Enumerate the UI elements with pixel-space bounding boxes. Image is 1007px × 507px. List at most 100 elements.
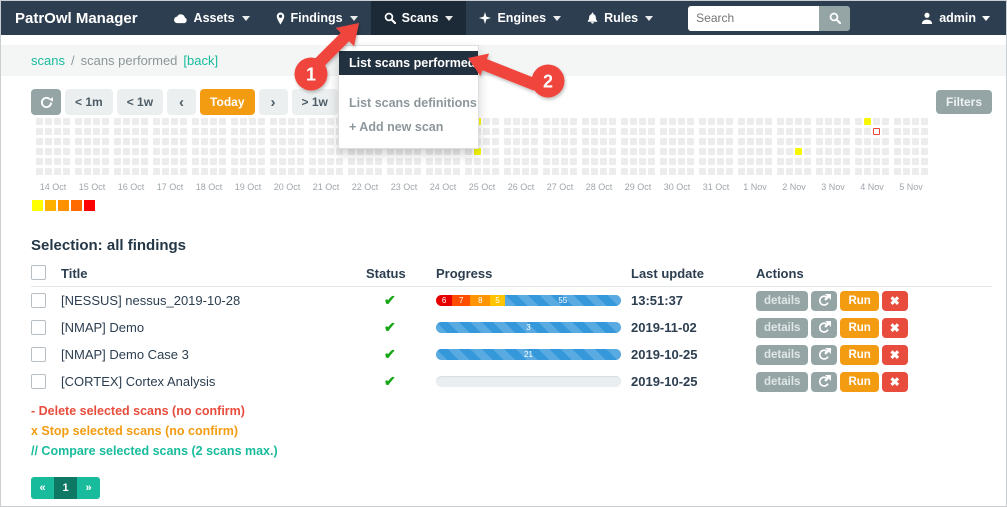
heatmap-cell[interactable] — [132, 118, 139, 125]
heatmap-cell[interactable] — [777, 118, 784, 125]
back-1m-button[interactable]: < 1m — [65, 89, 113, 115]
heatmap-cell[interactable] — [570, 158, 577, 165]
heatmap-cell[interactable] — [660, 168, 667, 175]
pagination-page-1[interactable]: 1 — [54, 477, 77, 499]
heatmap-cell[interactable] — [699, 138, 706, 145]
heatmap-cell[interactable] — [795, 138, 802, 145]
heatmap-cell[interactable] — [648, 138, 655, 145]
heatmap-cell[interactable] — [504, 148, 511, 155]
heatmap-cell[interactable] — [123, 128, 130, 135]
heatmap-cell[interactable] — [522, 138, 529, 145]
heatmap-cell[interactable] — [561, 168, 568, 175]
heatmap-cell[interactable] — [36, 138, 43, 145]
heatmap-cell[interactable] — [864, 128, 871, 135]
heatmap-cell[interactable] — [699, 158, 706, 165]
heatmap-cell[interactable] — [258, 158, 265, 165]
heatmap-cell[interactable] — [882, 148, 889, 155]
heatmap-cell[interactable] — [825, 168, 832, 175]
heatmap-cell[interactable] — [552, 138, 559, 145]
heatmap-cell[interactable] — [630, 128, 637, 135]
link-delete-scans[interactable]: - Delete selected scans (no confirm) — [31, 404, 245, 418]
run-button[interactable]: Run — [840, 344, 879, 365]
heatmap-cell[interactable] — [84, 138, 91, 145]
select-all-checkbox[interactable] — [31, 264, 46, 280]
heatmap-cell[interactable] — [531, 148, 538, 155]
heatmap-cell[interactable] — [375, 158, 382, 165]
heatmap-cell[interactable] — [75, 168, 82, 175]
heatmap-cell[interactable] — [543, 158, 550, 165]
heatmap-cell[interactable] — [570, 148, 577, 155]
heatmap-cell[interactable] — [270, 168, 277, 175]
heatmap-cell[interactable] — [240, 118, 247, 125]
heatmap-cell[interactable] — [435, 148, 442, 155]
heatmap-cell[interactable] — [387, 158, 394, 165]
heatmap-cell[interactable] — [921, 138, 928, 145]
heatmap-cell[interactable] — [552, 118, 559, 125]
heatmap-cell[interactable] — [288, 168, 295, 175]
heatmap-cell[interactable] — [804, 158, 811, 165]
heatmap-cell[interactable] — [816, 158, 823, 165]
heatmap-cell[interactable] — [270, 118, 277, 125]
heatmap-cell[interactable] — [171, 158, 178, 165]
heatmap-cell[interactable] — [114, 118, 121, 125]
heatmap-cell[interactable] — [708, 138, 715, 145]
heatmap-cell[interactable] — [708, 128, 715, 135]
heatmap-cell[interactable] — [36, 158, 43, 165]
user-menu[interactable]: admin — [921, 11, 990, 25]
heatmap-cell[interactable] — [465, 168, 472, 175]
heatmap-cell[interactable] — [180, 138, 187, 145]
heatmap-cell[interactable] — [327, 118, 334, 125]
heatmap-cell[interactable] — [912, 148, 919, 155]
heatmap-cell[interactable] — [921, 158, 928, 165]
heatmap-cell[interactable] — [786, 158, 793, 165]
heatmap-cell[interactable] — [153, 118, 160, 125]
heatmap-cell[interactable] — [699, 118, 706, 125]
export-button[interactable] — [811, 371, 838, 392]
heatmap-cell[interactable] — [552, 158, 559, 165]
heatmap-cell[interactable] — [63, 158, 70, 165]
heatmap-cell[interactable] — [639, 128, 646, 135]
heatmap-cell[interactable] — [201, 118, 208, 125]
heatmap-cell[interactable] — [153, 148, 160, 155]
heatmap-cell[interactable] — [231, 128, 238, 135]
heatmap-cell[interactable] — [834, 118, 841, 125]
nav-item-engines[interactable]: Engines — [466, 1, 574, 35]
heatmap-cell[interactable] — [63, 168, 70, 175]
heatmap-cell[interactable] — [522, 148, 529, 155]
heatmap-cell[interactable] — [669, 148, 676, 155]
heatmap-cell[interactable] — [600, 138, 607, 145]
heatmap-cell[interactable] — [318, 148, 325, 155]
heatmap-cell[interactable] — [327, 128, 334, 135]
heatmap-cell[interactable] — [903, 168, 910, 175]
heatmap-cell[interactable] — [882, 128, 889, 135]
heatmap-cell[interactable] — [102, 118, 109, 125]
heatmap-cell[interactable] — [258, 118, 265, 125]
heatmap-cell[interactable] — [513, 118, 520, 125]
heatmap-cell[interactable] — [93, 148, 100, 155]
heatmap-cell[interactable] — [327, 138, 334, 145]
heatmap-cell[interactable] — [288, 128, 295, 135]
heatmap-cell[interactable] — [756, 118, 763, 125]
heatmap-cell[interactable] — [180, 158, 187, 165]
heatmap-cell[interactable] — [765, 158, 772, 165]
heatmap-cell[interactable] — [465, 158, 472, 165]
heatmap-cell[interactable] — [63, 128, 70, 135]
details-button[interactable]: details — [756, 317, 809, 338]
heatmap-cell[interactable] — [504, 118, 511, 125]
heatmap-cell[interactable] — [504, 158, 511, 165]
heatmap-cell[interactable] — [816, 148, 823, 155]
heatmap-cell[interactable] — [708, 168, 715, 175]
delete-button[interactable]: ✖ — [881, 317, 908, 338]
heatmap-cell[interactable] — [54, 138, 61, 145]
heatmap-cell[interactable] — [492, 128, 499, 135]
heatmap-cell[interactable] — [405, 158, 412, 165]
heatmap-cell[interactable] — [279, 148, 286, 155]
heatmap-cell[interactable] — [864, 168, 871, 175]
heatmap-cell[interactable] — [816, 118, 823, 125]
heatmap-cell[interactable] — [219, 148, 226, 155]
heatmap-cell[interactable] — [114, 158, 121, 165]
heatmap-cell[interactable] — [582, 168, 589, 175]
heatmap-cell[interactable] — [201, 138, 208, 145]
heatmap-cell[interactable] — [219, 128, 226, 135]
breadcrumb-back-link[interactable]: [back] — [183, 53, 219, 68]
